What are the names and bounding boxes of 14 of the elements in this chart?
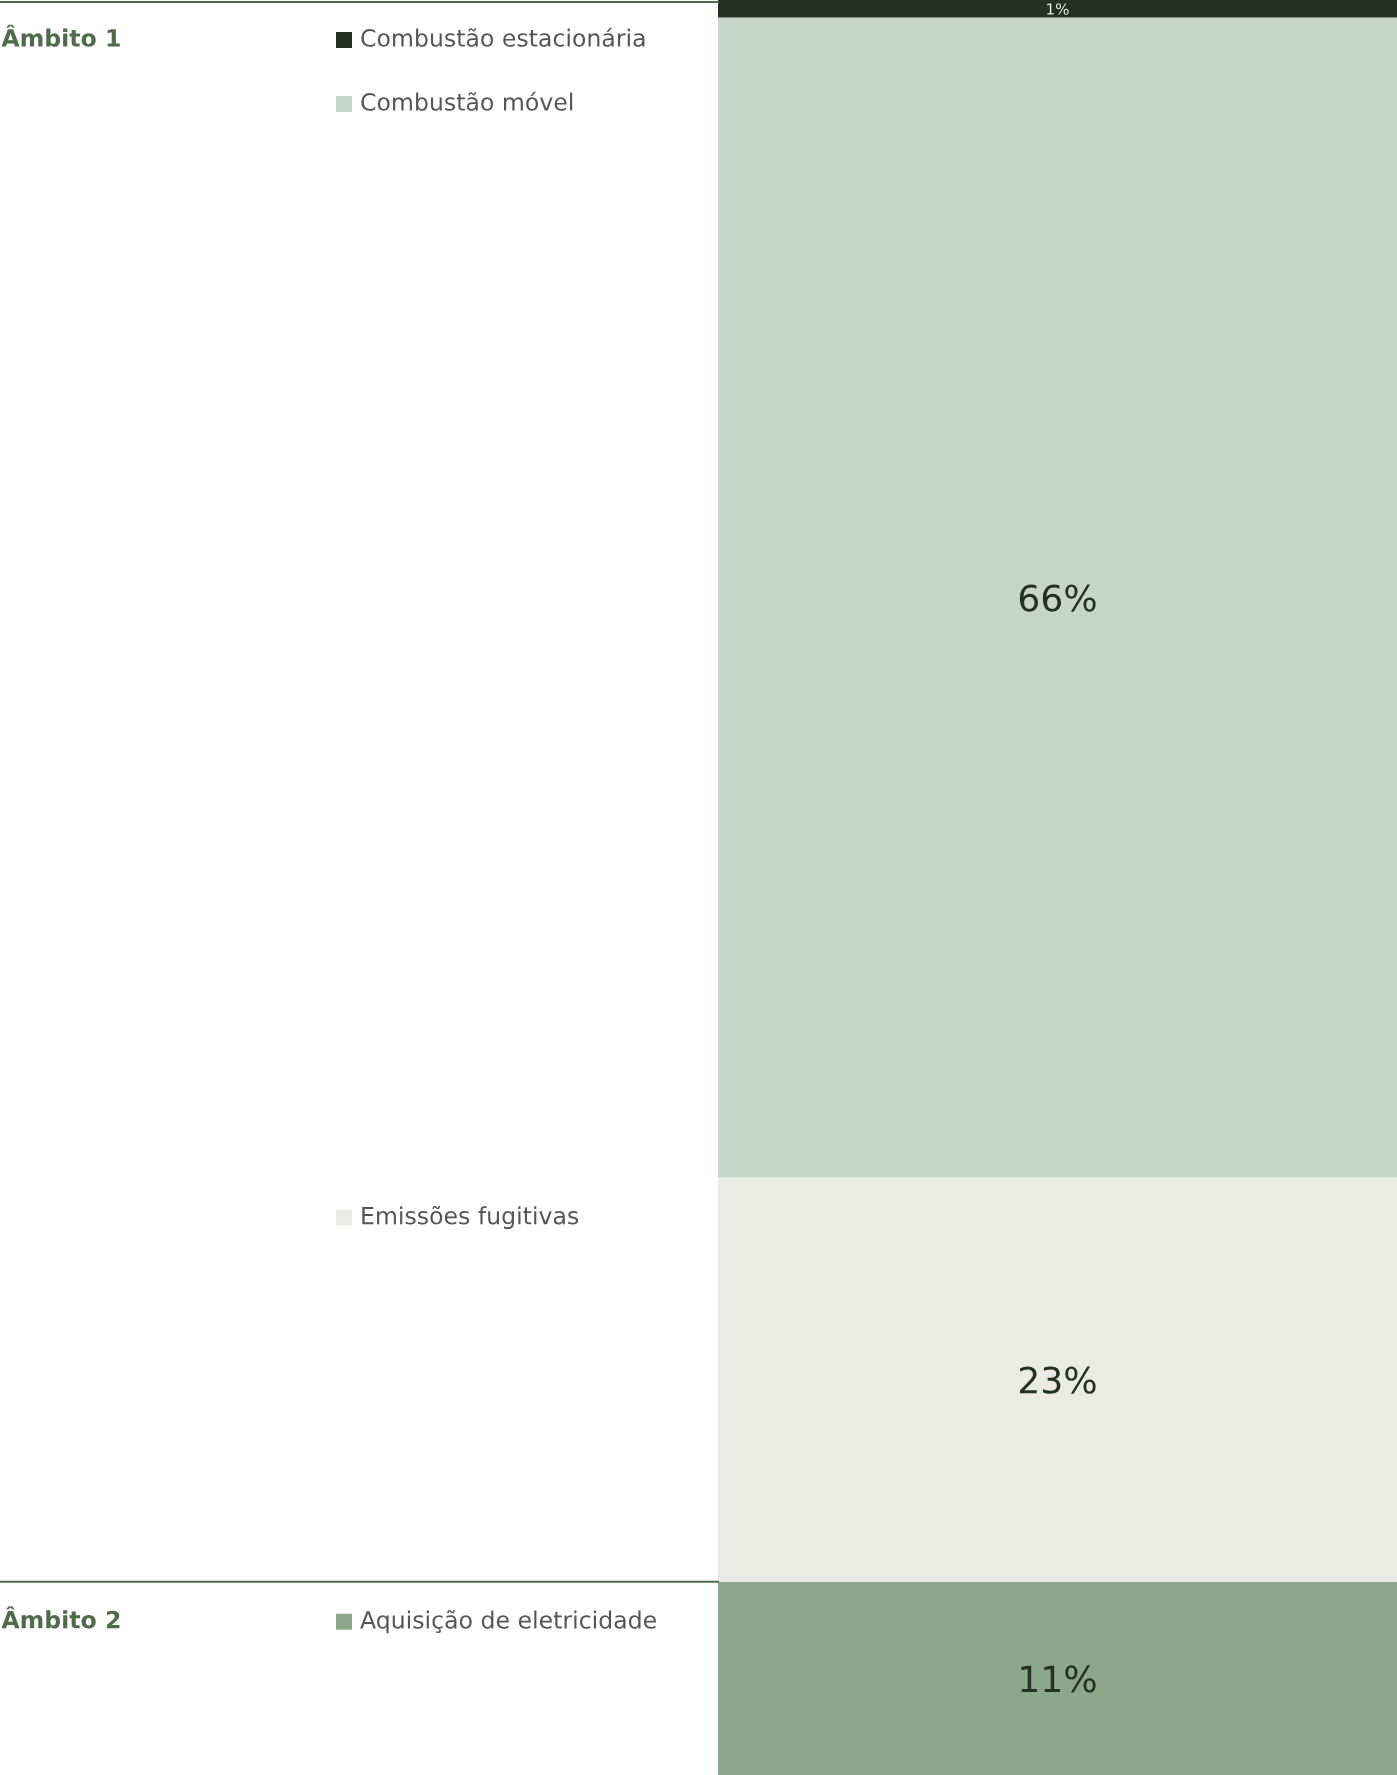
ref-line-label: Âmbito 2 [1, 1606, 120, 1629]
legend-label: Emissões fugitivas [362, 1205, 579, 1230]
data-label: 66% [1019, 584, 1096, 612]
bar [718, 1177, 1397, 1582]
bar [718, 0, 1397, 18]
legend-label: Combustão móvel [361, 91, 573, 111]
bar [718, 1581, 1397, 1775]
data-label: 1% [1047, 3, 1069, 15]
bar [718, 17, 1397, 1178]
ref-line-label: Âmbito 1 [1, 24, 120, 47]
legend-label: Aquisição de eletricidade [360, 1610, 656, 1634]
legend-label: Combustão estacionária [361, 27, 645, 47]
data-label: 11% [1021, 1665, 1096, 1693]
data-label: 23% [1020, 1366, 1096, 1394]
